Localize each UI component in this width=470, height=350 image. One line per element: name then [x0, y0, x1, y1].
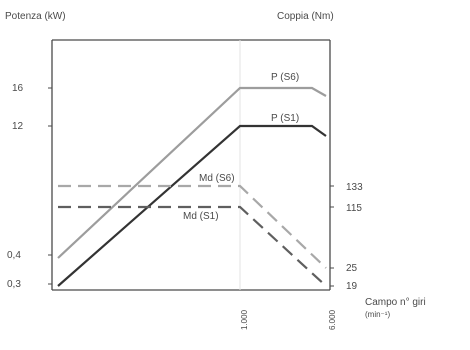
left-tick-label-03: 0,3 — [7, 279, 21, 290]
left-axis-label: Potenza (kW) — [5, 11, 66, 22]
series-line-md-s1 — [58, 205, 327, 287]
x-tick-label-1000: 1.000 — [240, 309, 249, 330]
x-tick-label-6000: 6.000 — [328, 309, 337, 330]
left-tick-label-12: 12 — [12, 121, 24, 132]
series-label-md-s6: Md (S6) — [199, 173, 235, 184]
series-label-p-s6: P (S6) — [271, 72, 299, 83]
series-label-md-s1: Md (S1) — [183, 211, 219, 222]
series-line-md-s6 — [58, 184, 327, 269]
right-tick-label-19: 19 — [346, 281, 358, 292]
right-tick-label-115: 115 — [346, 203, 362, 214]
x-axis-label-line-2: (min⁻¹) — [365, 310, 390, 319]
left-tick-label-16: 16 — [12, 83, 24, 94]
series-line-p-s6 — [57, 86, 327, 259]
series-label-p-s1: P (S1) — [271, 113, 299, 124]
right-tick-label-133: 133 — [346, 182, 363, 193]
right-tick-label-25: 25 — [346, 263, 358, 274]
x-axis-label-line-1: Campo n° giri — [365, 297, 426, 308]
left-tick-label-04: 0,4 — [7, 250, 21, 261]
right-axis-label: Coppia (Nm) — [277, 11, 334, 22]
